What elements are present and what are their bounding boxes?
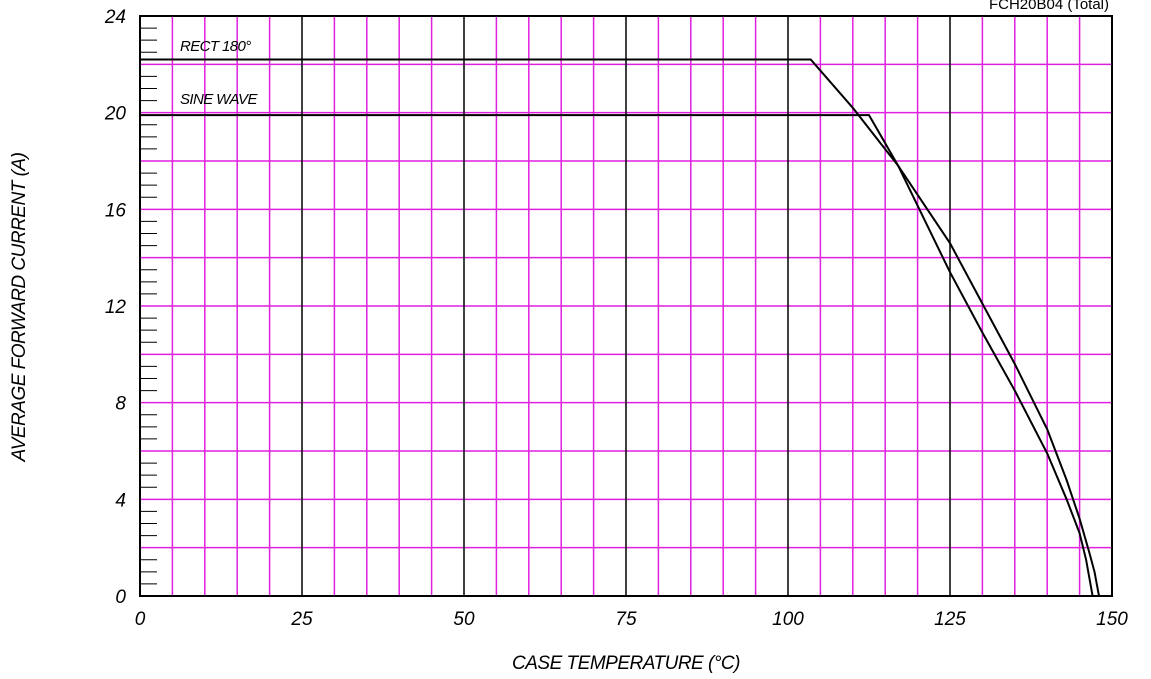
y-tick-label: 16	[105, 200, 127, 221]
y-tick-label: 20	[104, 104, 127, 125]
tick-labels: 0 25 50 75 100 125 150 0 4 8 12 16 20 24	[104, 7, 1128, 630]
series-label-rect-180: RECT 180°	[180, 38, 251, 55]
x-tick-label: 150	[1096, 609, 1128, 630]
series-line-0	[140, 58, 1100, 597]
plot-frame	[139, 15, 1113, 597]
y-tick-label: 24	[104, 7, 126, 28]
y-tick-label: 4	[115, 490, 126, 511]
series-layer	[140, 58, 1100, 597]
y-tick-label: 0	[115, 587, 126, 608]
x-axis-title: CASE TEMPERATURE (°C)	[512, 653, 740, 674]
x-tick-label: 100	[772, 609, 804, 630]
chart-title: FCH20B04 (Total)	[989, 0, 1109, 13]
x-tick-label: 50	[453, 609, 475, 630]
y-tick-label: 12	[105, 297, 127, 318]
y-tick-label: 8	[115, 394, 126, 415]
x-tick-label: 0	[135, 609, 146, 630]
grid	[139, 15, 1113, 597]
x-tick-label: 25	[290, 609, 313, 630]
x-tick-label: 125	[934, 609, 966, 630]
series-label-sine-wave: SINE WAVE	[180, 91, 258, 108]
y-axis-title: AVERAGE FORWARD CURRENT (A)	[9, 152, 30, 462]
x-tick-label: 75	[615, 609, 637, 630]
series-line-1	[140, 114, 1094, 597]
